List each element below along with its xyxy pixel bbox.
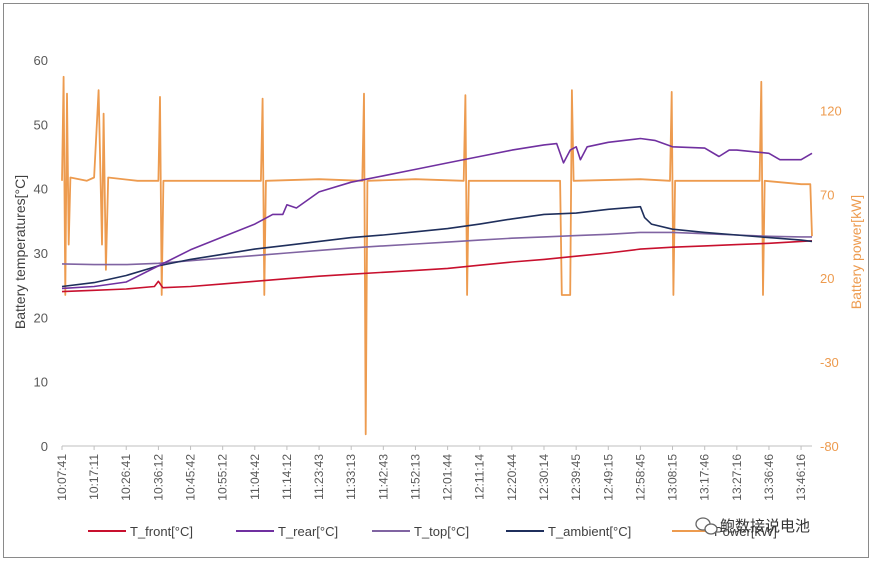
x-tick-label: 13:46:16: [794, 454, 808, 501]
x-tick-label: 12:01:44: [441, 454, 455, 501]
x-tick-label: 13:36:46: [762, 454, 776, 501]
legend-label: T_top[°C]: [414, 524, 469, 539]
x-tick-label: 10:26:41: [119, 454, 133, 501]
x-tick-label: 11:42:43: [376, 454, 390, 500]
y2-tick-label: -80: [820, 439, 839, 454]
x-tick-label: 12:58:45: [633, 454, 647, 501]
y-tick-label: 10: [34, 375, 48, 390]
x-tick-label: 12:49:15: [601, 454, 615, 501]
y2-axis-title: Battery power[kW]: [848, 195, 864, 309]
chart-frame: [3, 3, 869, 558]
legend-label: T_rear[°C]: [278, 524, 338, 539]
y-axis-left: 0 10 20 30 40 50 60: [34, 53, 48, 454]
x-tick-label: 12:30:14: [537, 454, 551, 501]
wechat-icon: [695, 517, 718, 535]
x-tick-label: 11:04:42: [248, 454, 262, 500]
x-tick-label: 12:39:45: [569, 454, 583, 501]
x-tick-label: 13:27:16: [730, 454, 744, 501]
y-tick-label: 30: [34, 246, 48, 261]
x-tick-label: 11:52:13: [408, 454, 422, 500]
y-tick-label: 0: [41, 439, 48, 454]
y-tick-label: 50: [34, 117, 48, 132]
series-line-power: [61, 75, 813, 436]
y-tick-label: 40: [34, 182, 48, 197]
y-tick-label: 60: [34, 53, 48, 68]
x-tick-label: 10:36:12: [151, 454, 165, 501]
legend: T_front[°C] T_rear[°C] T_top[°C] T_ambient[…: [88, 524, 777, 539]
y2-tick-label: 20: [820, 271, 834, 286]
x-tick-label: 12:11:14: [473, 454, 487, 500]
series-line-t-ambient: [61, 205, 813, 288]
legend-label: Power[kW]: [714, 524, 777, 539]
y2-tick-label: -30: [820, 355, 839, 370]
x-tick-label: 10:45:42: [184, 454, 198, 501]
x-tick-label: 11:23:43: [312, 454, 326, 500]
x-tick-label: 13:17:46: [698, 454, 712, 501]
x-tick-label: 12:20:44: [505, 454, 519, 501]
x-tick-label: 10:07:41: [55, 454, 69, 501]
x-axis: 10:07:41 10:17:11 10:26:41 10:36:12 10:45:42…: [55, 446, 808, 501]
series-line-t-top: [61, 231, 812, 266]
x-tick-label: 11:14:12: [280, 454, 294, 500]
y-axis-right: -80 -30 20 70 120: [820, 103, 842, 454]
legend-label: T_front[°C]: [130, 524, 193, 539]
series-line-t-front: [61, 240, 813, 293]
x-tick-label: 11:33:13: [344, 454, 358, 500]
x-tick-label: 13:08:15: [666, 454, 680, 501]
y-axis-title: Battery temperatures[°C]: [12, 175, 28, 329]
y-tick-label: 20: [34, 310, 48, 325]
legend-label: T_ambient[°C]: [548, 524, 631, 539]
watermark-text: 鲍数接说电池: [720, 517, 810, 535]
series-layer: [61, 75, 813, 436]
x-tick-label: 10:55:12: [216, 454, 230, 501]
y2-tick-label: 120: [820, 103, 842, 118]
x-tick-label: 10:17:11: [87, 454, 101, 500]
series-line-t-rear: [61, 137, 813, 290]
y2-tick-label: 70: [820, 187, 834, 202]
watermark: 鲍数接说电池: [695, 517, 810, 535]
